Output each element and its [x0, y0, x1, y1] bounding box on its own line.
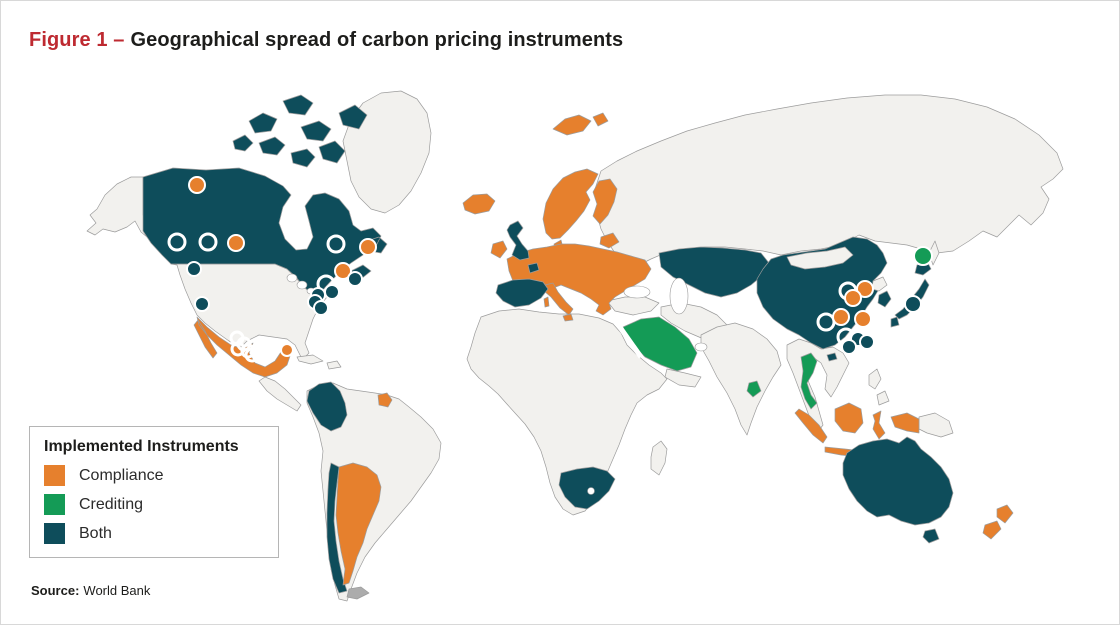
- country-south-korea: [877, 290, 892, 308]
- legend-item-both: Both: [44, 523, 264, 544]
- marker-compliance: [832, 308, 850, 326]
- crediting-swatch: [44, 494, 65, 515]
- country-switzerland: [527, 262, 540, 274]
- marker-compliance: [844, 289, 862, 307]
- legend-label: Crediting: [79, 495, 144, 513]
- country-guiana: [377, 392, 393, 408]
- country-baltics: [599, 232, 620, 249]
- legend-label: Both: [79, 524, 112, 542]
- legend-item-crediting: Crediting: [44, 494, 264, 515]
- country-yemen-oman: [664, 368, 702, 388]
- great-lake: [286, 273, 298, 283]
- marker-both: [313, 300, 329, 316]
- figure-title: Figure 1 – Geographical spread of carbon …: [29, 29, 623, 52]
- persian-gulf: [694, 342, 708, 352]
- country-png-west: [890, 412, 920, 434]
- marker-both: [324, 284, 340, 300]
- source-text: World Bank: [83, 583, 151, 598]
- country-japan: [890, 260, 932, 328]
- marker-ring: [244, 347, 260, 363]
- country-philippines: [868, 368, 890, 406]
- marker-compliance: [334, 262, 352, 280]
- country-ireland: [490, 240, 508, 259]
- marker-ring: [198, 232, 218, 252]
- marker-both: [347, 271, 363, 287]
- country-cuba: [296, 354, 324, 365]
- country-mongolia: [786, 246, 854, 270]
- country-india: [700, 322, 782, 436]
- source-line: Source: World Bank: [31, 583, 150, 598]
- marker-crediting: [913, 246, 933, 266]
- country-iberia: [495, 278, 549, 308]
- marker-both: [186, 261, 202, 277]
- country-png-east: [918, 412, 954, 438]
- country-chile: [326, 462, 348, 594]
- country-uk: [506, 220, 530, 261]
- country-svalbard: [552, 112, 609, 136]
- marker-ring: [230, 341, 246, 357]
- lesotho: [587, 487, 595, 495]
- source-label: Source:: [31, 583, 80, 598]
- country-australia: [842, 436, 954, 544]
- marker-both: [841, 339, 857, 355]
- both-swatch: [44, 523, 65, 544]
- marker-both: [859, 334, 875, 350]
- country-argentina: [335, 462, 382, 586]
- marker-compliance: [856, 280, 874, 298]
- instrument-markers: [167, 176, 933, 363]
- black-sea: [623, 285, 651, 299]
- marker-compliance: [280, 343, 294, 357]
- marker-both: [904, 295, 922, 313]
- country-russia: [594, 94, 1064, 264]
- country-new-zealand: [982, 504, 1014, 540]
- figure-title-text: Geographical spread of carbon pricing in…: [130, 29, 624, 51]
- country-madagascar: [650, 440, 668, 476]
- country-iceland: [462, 193, 496, 215]
- country-tierra-del-fuego: [346, 586, 370, 600]
- country-turkey: [606, 296, 660, 316]
- great-lake: [296, 280, 308, 290]
- red-sea: [614, 321, 644, 359]
- marker-compliance: [188, 176, 206, 194]
- caspian-sea: [669, 277, 689, 315]
- country-thailand: [800, 352, 818, 410]
- marker-ring: [240, 343, 256, 359]
- marker-compliance: [227, 234, 245, 252]
- country-china: [756, 236, 888, 362]
- legend-label: Compliance: [79, 466, 164, 484]
- compliance-swatch: [44, 465, 65, 486]
- country-canada: [142, 94, 388, 296]
- country-italy: [543, 282, 574, 322]
- inland-waters: [286, 273, 708, 495]
- legend-item-compliance: Compliance: [44, 465, 264, 486]
- country-colombia: [306, 381, 348, 432]
- marker-both: [194, 296, 210, 312]
- country-greenland: [342, 90, 432, 214]
- legend-title: Implemented Instruments: [44, 438, 239, 455]
- landmasses: [86, 90, 1064, 602]
- marker-ring: [167, 232, 187, 252]
- legend-box: Implemented Instruments Compliance Credi…: [29, 426, 279, 558]
- country-south-africa: [558, 466, 616, 510]
- country-hispaniola: [326, 360, 342, 370]
- figure-label: Figure 1 –: [29, 29, 125, 51]
- marker-compliance: [854, 310, 872, 328]
- country-central-america: [258, 376, 302, 412]
- marker-compliance: [359, 238, 377, 256]
- country-sri-lanka: [746, 380, 762, 398]
- marker-ring: [326, 234, 346, 254]
